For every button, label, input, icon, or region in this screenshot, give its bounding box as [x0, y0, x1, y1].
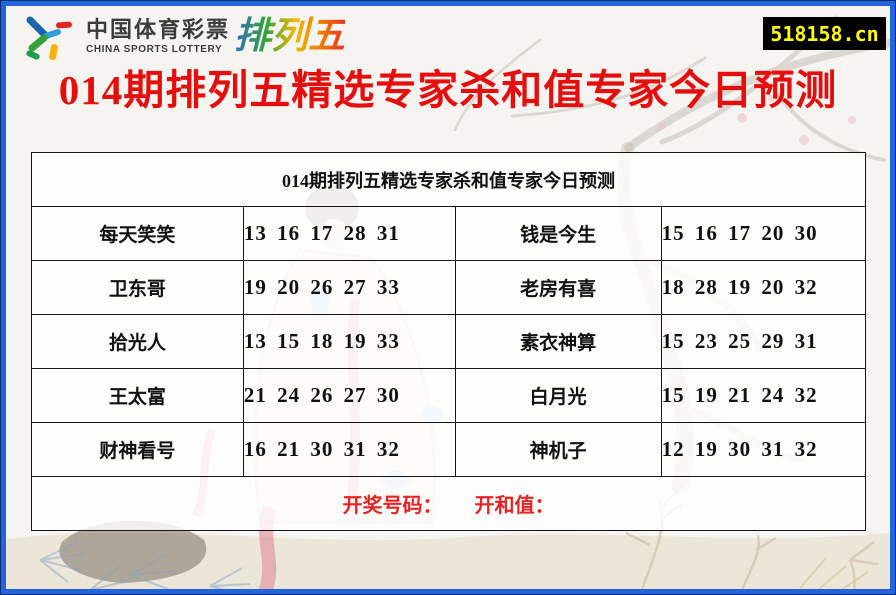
- table-row: 拾光人 13 15 18 19 33 素衣神算 15 23 25 29 31: [31, 314, 867, 369]
- expert-numbers: 18 28 19 20 32: [660, 260, 867, 315]
- brand-text-block: 中国体育彩票 CHINA SPORTS LOTTERY: [86, 17, 231, 56]
- expert-numbers: 19 20 26 27 33: [242, 260, 456, 315]
- expert-name: 财神看号: [31, 422, 244, 477]
- brand-cn-name: 中国体育彩票: [86, 17, 231, 42]
- expert-numbers: 13 16 17 28 31: [242, 206, 456, 261]
- expert-name: 每天笑笑: [31, 206, 244, 261]
- lottery-logo: 中国体育彩票 CHINA SPORTS LOTTERY 排列五: [22, 14, 345, 64]
- table-row: 卫东哥 19 20 26 27 33 老房有喜 18 28 19 20 32: [31, 260, 867, 315]
- header: 中国体育彩票 CHINA SPORTS LOTTERY 排列五 518158.c…: [0, 0, 896, 110]
- expert-name: 神机子: [454, 422, 662, 477]
- table-row: 王太富 21 24 26 27 30 白月光 15 19 21 24 32: [31, 368, 867, 423]
- draw-number-label: 开奖号码：: [342, 495, 443, 517]
- expert-numbers: 15 19 21 24 32: [660, 368, 867, 423]
- site-badge[interactable]: 518158.cn: [763, 17, 886, 50]
- table-header-row: 014期排列五精选专家杀和值专家今日预测: [31, 152, 866, 207]
- expert-name: 钱是今生: [454, 206, 662, 261]
- expert-name: 老房有喜: [454, 260, 662, 315]
- table-footer-row: 开奖号码： 开和值：: [31, 476, 866, 531]
- expert-name: 白月光: [454, 368, 662, 423]
- expert-name: 拾光人: [31, 314, 244, 369]
- expert-numbers: 15 23 25 29 31: [660, 314, 867, 369]
- expert-name: 素衣神算: [454, 314, 662, 369]
- expert-numbers: 13 15 18 19 33: [242, 314, 456, 369]
- table-header: 014期排列五精选专家杀和值专家今日预测: [31, 152, 866, 207]
- expert-numbers: 16 21 30 31 32: [242, 422, 456, 477]
- page-title: 014期排列五精选专家杀和值专家今日预测: [58, 67, 838, 113]
- expert-numbers: 15 16 17 20 30: [660, 206, 867, 261]
- draw-sum-label: 开和值：: [474, 495, 555, 517]
- table-row: 财神看号 16 21 30 31 32 神机子 12 19 30 31 32: [31, 422, 867, 477]
- expert-numbers: 21 24 26 27 30: [242, 368, 456, 423]
- expert-name: 卫东哥: [31, 260, 244, 315]
- expert-numbers: 12 19 30 31 32: [660, 422, 867, 477]
- expert-name: 王太富: [31, 368, 244, 423]
- game-wordmark: 排列五: [234, 14, 346, 57]
- brand-en-name: CHINA SPORTS LOTTERY: [86, 44, 223, 56]
- sports-lottery-icon: [26, 16, 72, 61]
- table-row: 每天笑笑 13 16 17 28 31 钱是今生 15 16 17 20 30: [31, 206, 867, 261]
- prediction-table: 014期排列五精选专家杀和值专家今日预测 每天笑笑 13 16 17 28 31…: [31, 152, 867, 531]
- table-footer: 开奖号码： 开和值：: [31, 476, 866, 531]
